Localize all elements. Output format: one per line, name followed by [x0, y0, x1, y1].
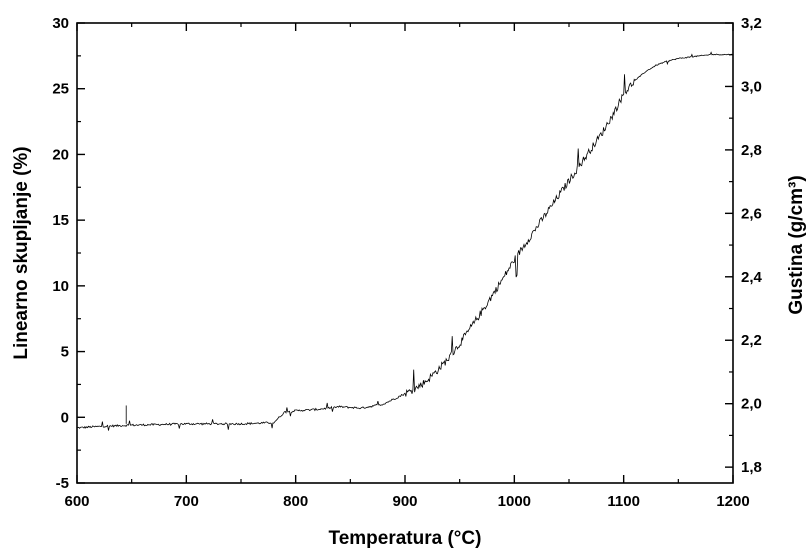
series-line — [77, 51, 734, 431]
x-tick-label: 1100 — [607, 493, 640, 510]
y2-tick-label: 2,8 — [741, 142, 762, 159]
y-tick-label: 5 — [61, 344, 69, 361]
series-layer — [77, 51, 734, 431]
y-axis-left: -5 0 5 10 15 20 25 30 — [52, 15, 85, 492]
y-tick-label: 15 — [52, 212, 69, 229]
y-tick-label: 30 — [52, 15, 69, 32]
y2-tick-label: 2,4 — [741, 269, 763, 286]
y2-tick-label: 3,2 — [741, 15, 762, 32]
y-axis-right: 1,8 2,0 2,2 2,4 2,6 2,8 3,0 3,2 — [725, 15, 763, 476]
x-axis-title: Temperatura (°C) — [329, 528, 482, 549]
y-axis-title: Linearno skupljanje (%) — [11, 146, 32, 359]
x-tick-label: 600 — [64, 493, 89, 510]
y-tick-label: 25 — [52, 81, 69, 98]
y2-tick-label: 2,6 — [741, 205, 762, 222]
y2-tick-label: 2,2 — [741, 332, 762, 349]
x-axis-unit: (°C) — [447, 528, 481, 549]
y2-tick-label: 2,0 — [741, 396, 762, 413]
y2-axis-title: Gustina (g/cm³) — [786, 175, 807, 314]
y2-tick-label: 1,8 — [741, 459, 762, 476]
y-tick-label: 10 — [52, 278, 69, 295]
y2-axis-unit: (g/cm³) — [786, 175, 807, 238]
x-tick-label: 900 — [392, 493, 417, 510]
y2-axis-label: Gustina — [786, 244, 807, 315]
x-tick-label: 1000 — [498, 493, 531, 510]
x-tick-label: 1200 — [716, 493, 749, 510]
x-axis: 600 700 800 900 1000 1100 1200 — [64, 23, 750, 510]
y-tick-label: 0 — [61, 409, 69, 426]
y-tick-label: 20 — [52, 146, 69, 163]
y2-tick-label: 3,0 — [741, 78, 762, 95]
y-tick-label: -5 — [56, 475, 69, 492]
x-axis-label: Temperatura — [329, 528, 443, 549]
x-tick-label: 800 — [283, 493, 308, 510]
x-tick-label: 700 — [174, 493, 199, 510]
